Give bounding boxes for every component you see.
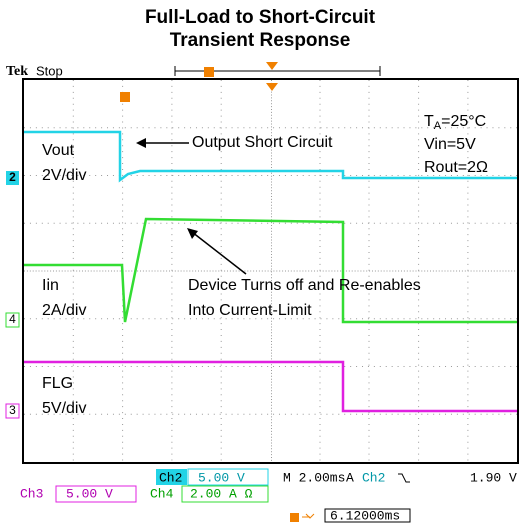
- value: =25°C: [441, 113, 486, 130]
- readout-channel: Ch3: [20, 486, 43, 501]
- channel-label: Iin: [42, 277, 59, 294]
- trigger-slope: [398, 473, 410, 483]
- arrowhead: [187, 228, 198, 239]
- graticule: [24, 80, 517, 462]
- trigger-time-marker: [120, 92, 130, 102]
- readout-timebase: M 2.00ms: [283, 470, 345, 485]
- readout-box: [324, 508, 411, 523]
- condition-vin: Vin=5V: [424, 136, 476, 153]
- subscript: A: [434, 120, 442, 132]
- iin-trace: [24, 217, 517, 324]
- trigger-position-icon: [290, 513, 299, 522]
- readout-box: [181, 485, 269, 503]
- title-line: Transient Response: [170, 30, 351, 51]
- channel-scale: 5V/div: [42, 400, 86, 417]
- title-line: Full-Load to Short-Circuit: [145, 7, 376, 28]
- readout-scale: 5.00 V: [66, 486, 113, 501]
- readout-channel: Ch4: [150, 486, 174, 501]
- condition-rout: Rout=2Ω: [424, 159, 488, 176]
- channel-marker-bg: [5, 403, 20, 419]
- readout-box: [187, 468, 269, 486]
- condition-ta: TA=25°C: [424, 113, 486, 132]
- channel-marker: 4: [9, 312, 16, 326]
- annotation: Device Turns off and Re-enables: [188, 277, 421, 294]
- trigger-marker: [266, 83, 278, 91]
- trigger-position-arrow: [302, 513, 315, 519]
- flg-trace: [24, 360, 517, 413]
- readout-scale: 5.00 V: [198, 470, 245, 485]
- annotation: Output Short Circuit: [192, 134, 333, 151]
- channel-marker: 2: [9, 170, 16, 184]
- trigger-marker: [266, 62, 278, 70]
- status: Stop: [36, 63, 63, 78]
- arrowhead: [136, 138, 146, 148]
- channel-scale: 2A/div: [42, 302, 86, 319]
- readout-trigger-source: Ch2: [362, 470, 385, 485]
- readout-box: [55, 485, 137, 503]
- symbol: T: [424, 113, 434, 130]
- arrow: [191, 231, 247, 275]
- channel-scale: 2V/div: [42, 167, 86, 184]
- brand: Tek: [6, 64, 28, 79]
- channel-marker-bg: [6, 171, 19, 185]
- channel-label: FLG: [42, 375, 73, 392]
- annotation: Into Current-Limit: [188, 302, 312, 319]
- readout-trigger-position: 6.12000ms: [330, 508, 400, 523]
- channel-marker: 3: [9, 403, 16, 417]
- trigger-position-marker: [204, 67, 214, 77]
- readout-acq: A: [346, 470, 354, 485]
- readout-bg: [156, 469, 187, 485]
- readout-trigger-level: 1.90 V: [470, 470, 517, 485]
- channel-label: Vout: [42, 142, 75, 159]
- channel-marker-bg: [5, 312, 20, 328]
- readout-scale: 2.00 A Ω: [190, 486, 253, 501]
- readout-channel: Ch2: [159, 470, 182, 485]
- vout-trace: [24, 130, 517, 183]
